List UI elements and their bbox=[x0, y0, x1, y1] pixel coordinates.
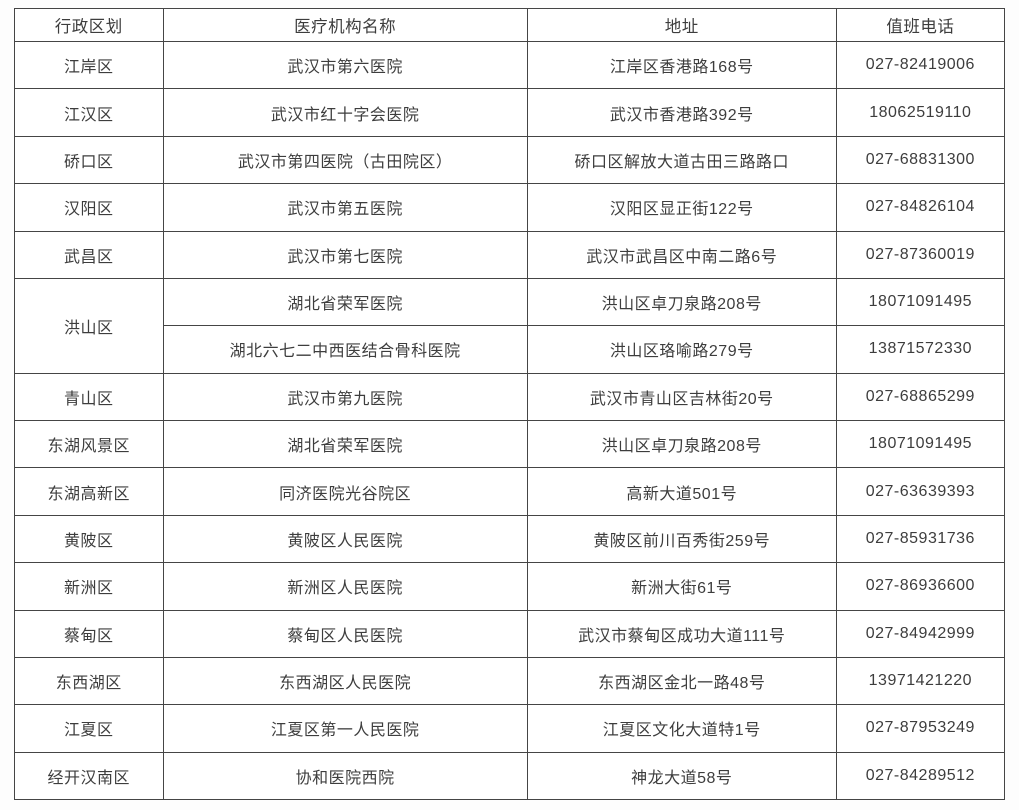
address-cell: 硚口区解放大道古田三路路口 bbox=[526, 135, 837, 185]
address-cell: 武汉市蔡甸区成功大道111号 bbox=[526, 609, 837, 658]
district-cell: 江汉区 bbox=[14, 88, 164, 137]
phone-cell: 027-87953249 bbox=[835, 704, 1006, 753]
hospital-name-cell: 武汉市第九医院 bbox=[162, 372, 528, 422]
district-cell: 武昌区 bbox=[14, 230, 164, 279]
phone-cell: 18071091495 bbox=[835, 277, 1006, 327]
hospital-name-cell: 武汉市第七医院 bbox=[162, 230, 528, 279]
table-row: 江夏区 江夏区第一人民医院 江夏区文化大道特1号 027-87953249 bbox=[14, 704, 1006, 753]
district-cell: 东湖高新区 bbox=[14, 467, 164, 516]
table-row: 洪山区 湖北省荣军医院 洪山区卓刀泉路208号 18071091495 bbox=[14, 277, 1006, 374]
phone-cell: 18071091495 bbox=[835, 419, 1006, 469]
column-header-1: 医疗机构名称 bbox=[162, 8, 528, 42]
district-cell: 黄陂区 bbox=[14, 514, 164, 564]
phone-cell: 027-85931736 bbox=[835, 514, 1006, 564]
hospital-name-cell: 武汉市第五医院 bbox=[162, 183, 528, 232]
hospital-name-cell: 江夏区第一人民医院 bbox=[162, 704, 528, 753]
table-row: 蔡甸区 蔡甸区人民医院 武汉市蔡甸区成功大道111号 027-84942999 bbox=[14, 609, 1006, 658]
address-cell: 武汉市武昌区中南二路6号 bbox=[526, 230, 837, 279]
address-cell: 武汉市香港路392号 bbox=[526, 88, 837, 137]
hospital-name-cell: 黄陂区人民医院 bbox=[162, 514, 528, 564]
table-row: 东西湖区 东西湖区人民医院 东西湖区金北一路48号 13971421220 bbox=[14, 656, 1006, 706]
table-row: 东湖高新区 同济医院光谷院区 高新大道501号 027-63639393 bbox=[14, 467, 1006, 516]
address-cell: 汉阳区显正街122号 bbox=[526, 183, 837, 232]
phone-cell: 13871572330 bbox=[835, 325, 1006, 374]
phone-cell: 13971421220 bbox=[835, 656, 1006, 706]
phone-cell: 027-86936600 bbox=[835, 562, 1006, 611]
hospital-name-cell: 同济医院光谷院区 bbox=[162, 467, 528, 516]
phone-cell: 027-63639393 bbox=[835, 467, 1006, 516]
table-body: 江岸区 武汉市第六医院 江岸区香港路168号 027-82419006 江汉区 武汉市红十… bbox=[14, 40, 1006, 801]
hospital-name-cell: 武汉市第六医院 bbox=[162, 40, 528, 90]
table-row: 东湖风景区 湖北省荣军医院 洪山区卓刀泉路208号 18071091495 bbox=[14, 419, 1006, 469]
table-row: 湖北六七二中西医结合骨科医院 洪山区珞喻路279号 13871572330 bbox=[15, 325, 1006, 374]
table-row: 黄陂区 黄陂区人民医院 黄陂区前川百秀街259号 027-85931736 bbox=[14, 514, 1006, 564]
hospital-name-cell: 新洲区人民医院 bbox=[162, 562, 528, 611]
table-row: 武昌区 武汉市第七医院 武汉市武昌区中南二路6号 027-87360019 bbox=[14, 230, 1006, 279]
phone-cell: 027-84289512 bbox=[835, 751, 1006, 801]
address-cell: 东西湖区金北一路48号 bbox=[526, 656, 837, 706]
address-cell: 江岸区香港路168号 bbox=[526, 40, 837, 90]
district-cell: 汉阳区 bbox=[14, 183, 164, 232]
address-cell: 黄陂区前川百秀街259号 bbox=[526, 514, 837, 564]
district-cell: 东湖风景区 bbox=[14, 419, 164, 469]
hospital-name-cell: 湖北省荣军医院 bbox=[162, 277, 528, 327]
phone-cell: 027-84942999 bbox=[835, 609, 1006, 658]
address-cell: 高新大道501号 bbox=[526, 467, 837, 516]
hospital-name-cell: 协和医院西院 bbox=[162, 751, 528, 801]
district-cell: 江夏区 bbox=[14, 704, 164, 753]
address-cell: 江夏区文化大道特1号 bbox=[526, 704, 837, 753]
hospital-duty-table: 行政区划 医疗机构名称 地址 值班电话 江岸区 武汉市第六医院 江岸区香港路168号 027… bbox=[14, 8, 1006, 801]
table-row: 江汉区 武汉市红十字会医院 武汉市香港路392号 18062519110 bbox=[14, 88, 1006, 137]
table-header-row: 行政区划 医疗机构名称 地址 值班电话 bbox=[14, 8, 1006, 42]
district-cell: 新洲区 bbox=[14, 562, 164, 611]
column-header-0: 行政区划 bbox=[14, 8, 164, 42]
phone-cell: 027-82419006 bbox=[835, 40, 1006, 90]
phone-cell: 027-84826104 bbox=[835, 183, 1006, 232]
address-cell: 洪山区卓刀泉路208号 bbox=[526, 277, 837, 327]
phone-cell: 027-87360019 bbox=[835, 230, 1006, 279]
table-row: 硚口区 武汉市第四医院（古田院区） 硚口区解放大道古田三路路口 027-6883130… bbox=[14, 135, 1006, 185]
table-row: 经开汉南区 协和医院西院 神龙大道58号 027-84289512 bbox=[14, 751, 1006, 801]
district-cell: 硚口区 bbox=[14, 135, 164, 185]
table-row: 新洲区 新洲区人民医院 新洲大街61号 027-86936600 bbox=[14, 562, 1006, 611]
hospital-name-cell: 湖北省荣军医院 bbox=[162, 419, 528, 469]
hospital-name-cell: 蔡甸区人民医院 bbox=[162, 609, 528, 658]
table-row: 江岸区 武汉市第六医院 江岸区香港路168号 027-82419006 bbox=[14, 40, 1006, 90]
address-cell: 洪山区卓刀泉路208号 bbox=[526, 419, 837, 469]
district-cell: 蔡甸区 bbox=[14, 609, 164, 658]
district-cell: 青山区 bbox=[14, 372, 164, 422]
column-header-2: 地址 bbox=[526, 8, 837, 42]
address-cell: 神龙大道58号 bbox=[526, 751, 837, 801]
district-cell: 东西湖区 bbox=[14, 656, 164, 706]
address-cell: 洪山区珞喻路279号 bbox=[526, 325, 837, 374]
district-cell: 经开汉南区 bbox=[14, 751, 164, 801]
hospital-name-cell: 武汉市第四医院（古田院区） bbox=[162, 135, 528, 185]
hospital-name-cell: 武汉市红十字会医院 bbox=[162, 88, 528, 137]
column-header-3: 值班电话 bbox=[835, 8, 1006, 42]
hospital-name-cell: 湖北六七二中西医结合骨科医院 bbox=[162, 325, 528, 374]
phone-cell: 027-68831300 bbox=[835, 135, 1006, 185]
address-cell: 新洲大街61号 bbox=[526, 562, 837, 611]
district-cell: 江岸区 bbox=[14, 40, 164, 90]
address-cell: 武汉市青山区吉林街20号 bbox=[526, 372, 837, 422]
table-row: 青山区 武汉市第九医院 武汉市青山区吉林街20号 027-68865299 bbox=[14, 372, 1006, 422]
table-row: 汉阳区 武汉市第五医院 汉阳区显正街122号 027-84826104 bbox=[14, 183, 1006, 232]
district-cell: 洪山区 bbox=[14, 277, 164, 374]
table-head: 行政区划 医疗机构名称 地址 值班电话 bbox=[14, 8, 1006, 42]
hospital-name-cell: 东西湖区人民医院 bbox=[162, 656, 528, 706]
phone-cell: 18062519110 bbox=[835, 88, 1006, 137]
phone-cell: 027-68865299 bbox=[835, 372, 1006, 422]
